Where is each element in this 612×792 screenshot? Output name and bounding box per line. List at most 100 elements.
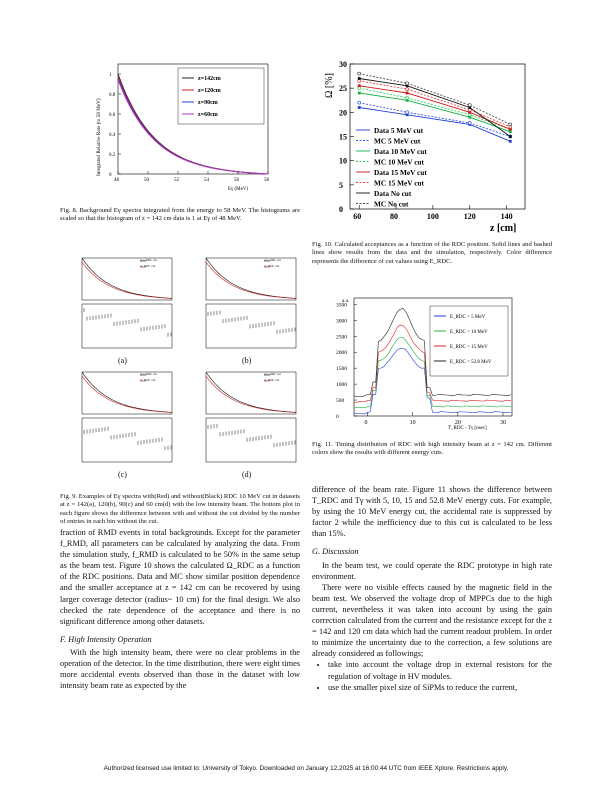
fig9-label-c: (c) [118, 470, 127, 479]
fig11-legend-label-3: E_RDC < 52.8 MeV [450, 360, 492, 365]
fig10-point-1-1 [405, 110, 409, 115]
fig8-ytick-label-3: 0.6 [109, 113, 116, 118]
fig10-xtick-label-4: 140 [501, 212, 513, 221]
fig8-xtick-label-2: 52 [174, 178, 180, 183]
fig10-series-0 [359, 107, 511, 142]
fig11-xlabel: T_RDC - Tγ [nsec] [448, 426, 487, 431]
right-paragraph-1: difference of the beam rate. Figure 11 s… [312, 485, 552, 539]
fig11-xtick-label-2: 20 [455, 420, 461, 426]
bullet-item-1: take into account the voltage drop in ex… [328, 659, 552, 681]
fig10-ytick-label-6: 30 [339, 60, 347, 69]
fig10-legend-label-4: Data 15 MeV cut [374, 168, 427, 177]
fig10-point-7-3 [508, 122, 513, 127]
fig10-point-2-2 [468, 115, 472, 119]
fig10-point-3-1 [405, 95, 409, 100]
fig8-ytick-label-2: 0.4 [109, 133, 116, 138]
fig8-xtick-label-3: 54 [204, 178, 210, 183]
fig9-b-legend-2: w/ RDC cut [264, 264, 280, 268]
fig9-c-legend-2: w/ RDC cut [140, 378, 156, 382]
fig9-b-svg [205, 257, 297, 349]
fig8-legend-label-1: z=120cm [198, 88, 221, 94]
fig9-top-frame-1 [205, 257, 297, 301]
fig10-legend-label-5: MC 15 MeV cut [374, 179, 424, 188]
fig11-xtick-label-3: 30 [500, 420, 506, 426]
fig10-point-0-1 [405, 113, 409, 117]
fig10-point-2-0 [357, 91, 361, 95]
fig8-xtick-label-5: 58 [264, 178, 270, 183]
fig10-series-6 [359, 78, 511, 137]
fig9-label-a: (a) [118, 356, 127, 365]
fig9-panel-c [72, 368, 176, 468]
fig11-legend-label-0: E_RDC < 5 MeV [450, 315, 486, 320]
fig11-hist-1 [353, 337, 512, 409]
fig9-hist-with-2 [81, 376, 173, 413]
fig10-point-0-0 [357, 106, 361, 109]
fig11-hist-3 [353, 307, 512, 398]
fig10-ytick-label-5: 25 [339, 84, 347, 93]
fig10-xtick-label-0: 60 [353, 212, 361, 221]
fig11-plot: 0 10 20 30 0 500 1000 1500 2000 2500 3000 3500 E_RD… [336, 297, 513, 431]
fig9-hist-with-1 [205, 262, 297, 299]
fig9-a-legend-1: w/o RDC cut [140, 258, 157, 262]
fig9-d-legend-1: w/o RDC cut [264, 372, 281, 376]
fig9-c-svg [81, 371, 173, 463]
fig10-xtick-label-1: 80 [390, 212, 398, 221]
fig10-point-7-2 [467, 103, 472, 107]
fig10-ytick-label-4: 20 [339, 108, 347, 117]
fig10-point-2-1 [405, 98, 409, 102]
fig10-ylabel: Ω [%] [324, 73, 335, 98]
fig9-d-svg [205, 371, 297, 463]
bullet-list: take into account the voltage drop in ex… [312, 659, 552, 692]
fig9-hist-with-3 [205, 376, 297, 413]
right-column: difference of the beam rate. Figure 11 s… [312, 484, 552, 693]
fig10-point-6-1 [405, 84, 409, 88]
fig10-point-7-0 [357, 71, 362, 76]
fig9-caption: Fig. 9. Examples of Eγ spectra with(Red)… [60, 493, 300, 526]
left-paragraph-2: With the high intensity beam, there were… [60, 647, 300, 691]
fig9-d-legend-2: w/ RDC cut [264, 378, 280, 382]
fig11-ytick-label-6: 3000 [336, 318, 347, 324]
fig9-a-legend-2: w/ RDC cut [140, 264, 156, 268]
fig10-point-2-3 [508, 130, 512, 134]
fig10-point-6-0 [357, 77, 361, 80]
fig10-point-4-0 [357, 84, 361, 88]
fig11-caption: Fig. 11. Timing distribution of RDC with… [312, 441, 552, 457]
fig11-ytick-label-4: 2000 [336, 350, 347, 356]
fig10-legend-label-6: Data No cut [374, 189, 412, 198]
fig10-point-4-2 [468, 110, 472, 114]
fig9-bottom-frame-2 [81, 417, 173, 463]
fig9-a-svg [81, 257, 173, 349]
footer-license: Authorized licensed use limited to: Univ… [103, 765, 509, 772]
section-f-heading: F. High Intensity Operation [60, 634, 152, 644]
fig10-point-1-2 [467, 121, 472, 125]
fig9-b-legend-1: w/o RDC cut [264, 258, 281, 262]
fig8-ytick-label-5: 1 [109, 73, 112, 78]
fig8-ytick-label-0: 0 [109, 173, 112, 178]
fig9-hist-with-0 [81, 262, 173, 299]
fig9-panel-d [196, 368, 300, 468]
fig11-ytick-label-7: 3500 [336, 302, 347, 308]
fig10-plot: 60 80 100 120 140 0 5 10 15 20 25 30 Data 5 MeV cut… [324, 60, 526, 234]
fig9-top-frame-2 [81, 371, 173, 415]
fig10-ytick-label-3: 15 [339, 133, 347, 142]
fig9-bottom-frame-3 [205, 417, 297, 463]
fig10-caption: Fig. 10. Calculated acceptances as a fun… [312, 241, 552, 265]
fig11-legend-label-1: E_RDC < 10 MeV [450, 330, 488, 335]
fig10-ytick-label-0: 0 [339, 205, 343, 214]
fig8-legend-label-3: z=60cm [198, 112, 218, 118]
fig10-legend-label-3: MC 10 MeV cut [374, 158, 424, 167]
fig11-ytick-label-2: 1000 [336, 382, 347, 388]
fig9-bottom-frame-0 [81, 303, 173, 349]
section-g-heading: G. Discussion [312, 547, 359, 557]
fig11-hist-0 [353, 348, 512, 415]
fig8-ytick-label-1: 0.2 [109, 153, 116, 158]
fig8-plot: 48 50 52 54 56 58 0 0.2 0.4 0.6 0.8 1 z=142cm z=120c… [95, 63, 270, 192]
fig9-top-frame-0 [81, 257, 173, 301]
fig11-ytick-label-0: 0 [336, 414, 339, 420]
bullet-item-2: use the smaller pixel size of SiPMs to r… [328, 682, 552, 693]
fig9-label-b: (b) [242, 356, 252, 365]
fig8-ylabel: Integrated Relative Rate (to 58 MeV) [95, 98, 102, 176]
left-column: fraction of RMD events in total backgrou… [60, 527, 300, 691]
fig10-point-7-1 [405, 81, 409, 86]
fig10-point-6-2 [468, 106, 472, 109]
